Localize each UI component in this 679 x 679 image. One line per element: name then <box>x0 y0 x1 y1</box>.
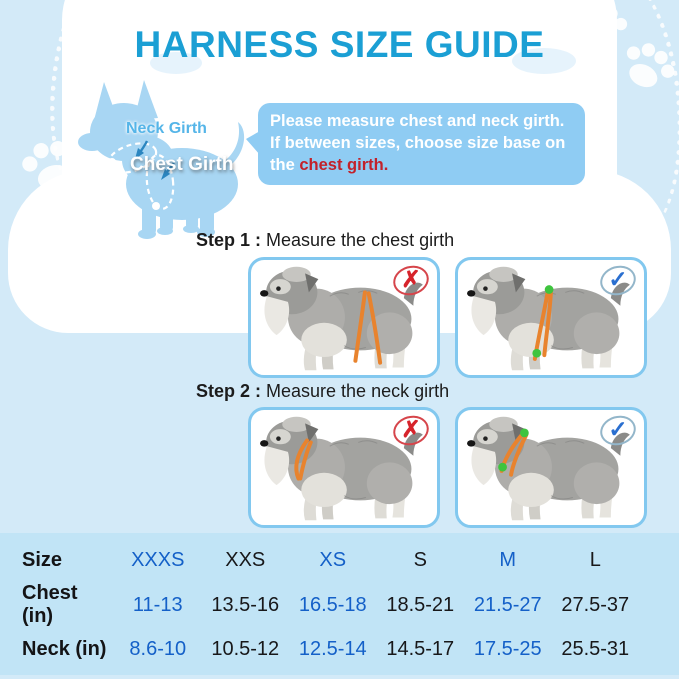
chest-value-s: 18.5-21 <box>386 593 455 616</box>
check-mark-icon: ✓ <box>596 411 640 450</box>
bubble-decoration <box>512 48 576 74</box>
x-mark-icon: ✗ <box>389 261 433 300</box>
bubble-line-3: the chest girth. <box>270 155 389 174</box>
dog-photo-illustration <box>259 266 424 371</box>
bubble-tail <box>246 131 260 155</box>
measuring-tape-wrong-position <box>294 438 313 481</box>
chest-value-xxxs: 11-13 <box>132 593 183 616</box>
neck-girth-label: Neck Girth <box>126 120 207 137</box>
dog-photo-illustration <box>466 266 631 371</box>
neck-value-xxs: 10.5-12 <box>211 638 280 660</box>
step-2-label: Step 2 : Measure the neck girth <box>196 381 450 401</box>
pointer-arrow-icon <box>135 140 175 180</box>
chest-value-l: 27.5-37 <box>561 593 630 616</box>
instruction-bubble: Please measure chest and neck girth. If … <box>246 103 585 185</box>
photo-card-step1-correct: ✓ <box>455 257 647 378</box>
measure-guide-lines <box>106 142 175 210</box>
dog-measurement-illustration: Neck Girth Chest Girth <box>48 78 260 240</box>
size-col-l: L <box>589 549 601 571</box>
page-title: HARNESS SIZE GUIDE <box>134 24 545 65</box>
bubble-line-1: Please measure chest and neck girth. <box>270 112 565 130</box>
size-col-m: M <box>499 549 517 571</box>
bubble-line-2: If between sizes, choose size base on <box>270 133 566 152</box>
chest-girth-highlight: chest girth. <box>299 155 389 174</box>
chest-value-xs: 16.5-18 <box>298 593 367 616</box>
dog-photo-illustration <box>466 416 631 521</box>
measuring-tape-wrong-position <box>353 290 383 365</box>
size-col-xxxs: XXXS <box>131 549 185 571</box>
size-col-s: S <box>413 549 427 571</box>
chest-value-m: 21.5-27 <box>473 593 542 616</box>
photo-card-step2-correct: ✓ <box>455 407 647 528</box>
photo-card-step1-wrong: ✗ <box>248 257 440 378</box>
paw-print-icon <box>579 3 628 45</box>
size-table-header-label: Size <box>22 549 63 571</box>
neck-value-xs: 12.5-14 <box>298 638 367 660</box>
neck-row-label: Neck (in) <box>22 638 107 660</box>
size-col-xxs: XXS <box>225 549 266 571</box>
chest-value-xxs: 13.5-16 <box>211 593 280 616</box>
photo-card-step2-wrong: ✗ <box>248 407 440 528</box>
neck-value-m: 17.5-25 <box>473 638 542 660</box>
dog-silhouette-icon <box>78 80 245 239</box>
paw-print-icon <box>82 0 136 38</box>
paw-print-icon <box>22 141 82 190</box>
size-col-xs: XS <box>319 549 347 571</box>
dog-photo-illustration <box>259 416 424 521</box>
paw-print-icon <box>626 43 675 88</box>
chest-girth-label: Chest Girth <box>130 154 234 175</box>
bubble-decoration <box>150 52 202 74</box>
chest-row-label: Chest (in) <box>22 582 78 627</box>
size-table-background <box>0 533 679 675</box>
check-mark-icon: ✓ <box>596 261 640 300</box>
x-mark-icon: ✗ <box>389 411 433 450</box>
neck-value-l: 25.5-31 <box>561 638 630 660</box>
neck-value-xxxs: 8.6-10 <box>129 638 187 660</box>
step-1-label: Step 1 : Measure the chest girth <box>196 230 455 250</box>
size-table: Size XXXS XXS XS S M L Chest (in) 11-13 … <box>0 533 679 675</box>
neck-value-s: 14.5-17 <box>386 638 455 660</box>
